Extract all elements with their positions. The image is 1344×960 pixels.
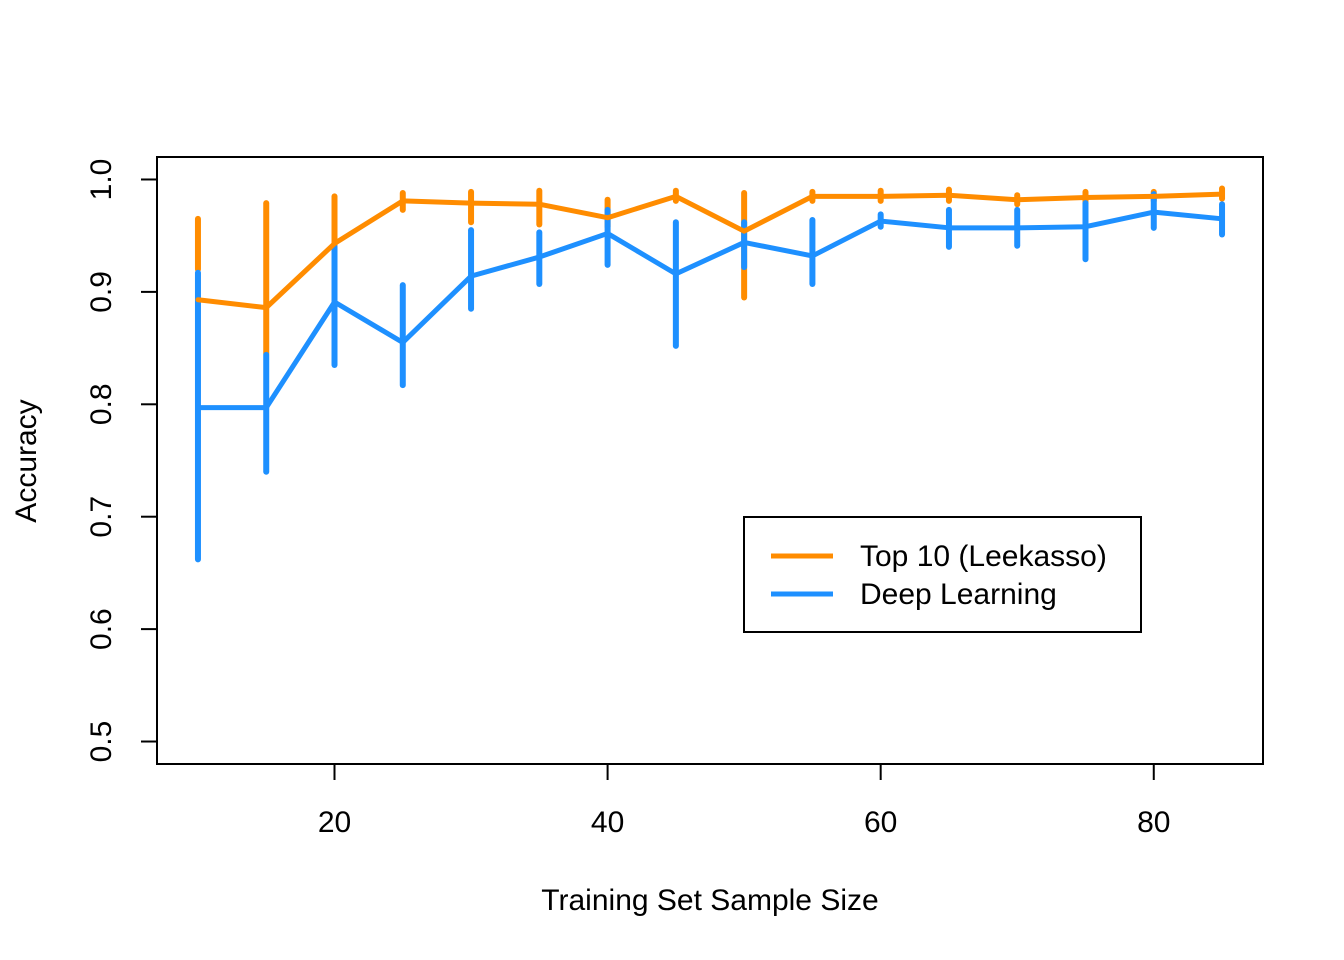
- x-tick-label-80: 80: [1137, 806, 1170, 839]
- y-tick-label-0.7: 0.7: [85, 496, 118, 538]
- y-axis: 0.5 0.6 0.7 0.8 0.9 1.0: [85, 159, 158, 763]
- y-tick-label-0.9: 0.9: [85, 271, 118, 313]
- legend-box: [743, 516, 1142, 633]
- legend: Top 10 (Leekasso) Deep Learning: [743, 516, 1142, 633]
- x-tick-label-60: 60: [864, 806, 897, 839]
- y-tick-label-0.6: 0.6: [85, 608, 118, 650]
- series-lines: [195, 191, 1225, 411]
- y-axis-title: Accuracy: [10, 399, 43, 522]
- legend-label-leekasso: Top 10 (Leekasso): [860, 540, 1107, 573]
- y-tick-label-0.5: 0.5: [85, 721, 118, 763]
- x-axis-title: Training Set Sample Size: [541, 884, 878, 917]
- x-tick-label-40: 40: [591, 806, 624, 839]
- x-axis: 20 40 60 80: [318, 763, 1170, 839]
- series-line-leekasso: [195, 191, 1225, 311]
- plot-frame: [156, 156, 1264, 765]
- y-tick-label-0.8: 0.8: [85, 383, 118, 425]
- legend-label-deep-learning: Deep Learning: [860, 578, 1057, 611]
- x-tick-label-20: 20: [318, 806, 351, 839]
- y-tick-label-1.0: 1.0: [85, 159, 118, 201]
- error-bars: [194, 185, 1226, 563]
- series-line-deep-learning: [195, 209, 1225, 411]
